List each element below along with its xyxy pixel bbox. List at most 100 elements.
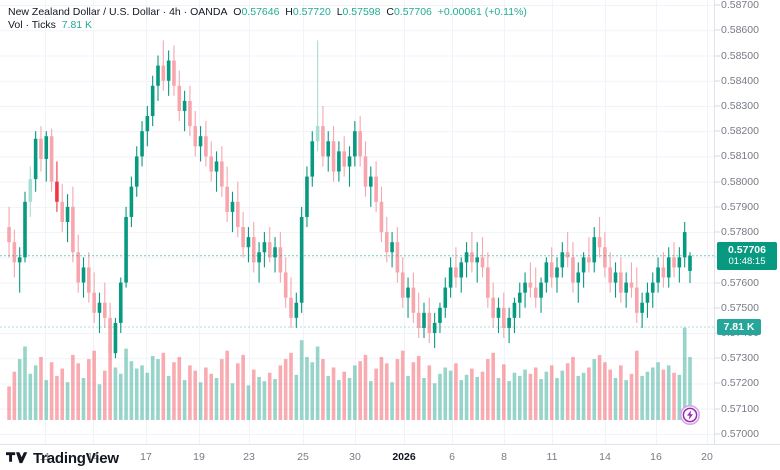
candlestick xyxy=(97,292,102,333)
price-axis-tick: 0.58500 xyxy=(721,49,759,62)
candlestick xyxy=(502,292,506,339)
price-axis-tick: 0.58000 xyxy=(721,175,759,188)
chart-pane[interactable] xyxy=(0,0,714,444)
candlestick xyxy=(257,242,261,283)
candlestick xyxy=(624,272,628,308)
candlestick xyxy=(443,277,448,318)
price-axis-tick: 0.58700 xyxy=(721,0,759,12)
candlestick xyxy=(390,232,394,268)
candlestick xyxy=(321,105,325,167)
candlestick xyxy=(358,116,362,167)
candlestick xyxy=(432,312,437,349)
candlestick xyxy=(92,272,96,323)
candlestick xyxy=(475,242,479,283)
candlestick xyxy=(576,262,581,303)
time-axis-tick: 14 xyxy=(87,451,99,463)
candlestick xyxy=(438,302,442,333)
candlestick xyxy=(337,141,341,182)
price-axis-tick: 0.57900 xyxy=(721,200,759,213)
time-axis-tick: 14 xyxy=(599,451,611,463)
candlestick xyxy=(587,237,591,273)
candlestick xyxy=(44,131,49,182)
time-axis-tick: 11 xyxy=(39,451,51,463)
candlestick xyxy=(347,146,352,187)
candlestick xyxy=(267,227,272,263)
time-axis-tick: 30 xyxy=(349,451,361,463)
candlestick xyxy=(108,302,112,364)
candlestick xyxy=(7,206,11,258)
candlestick xyxy=(677,247,682,283)
candlestick xyxy=(140,121,144,167)
candlestick xyxy=(512,297,517,333)
candlestick xyxy=(533,267,538,308)
candlestick xyxy=(241,211,245,258)
candlestick xyxy=(491,282,495,328)
candlestick-series[interactable] xyxy=(0,0,714,444)
candlestick xyxy=(28,166,33,217)
candlestick xyxy=(87,252,91,303)
candlestick xyxy=(326,131,331,172)
candlestick xyxy=(39,126,43,172)
time-axis[interactable]: 11 14 17 19 23 25 30 2026 6 8 11 14 16 20 xyxy=(0,444,780,470)
current-price-badge[interactable]: 0.57706 01:48:15 xyxy=(717,241,777,270)
candlestick xyxy=(661,252,666,288)
candlestick xyxy=(486,252,490,308)
price-axis[interactable]: 0.57706 01:48:15 7.81 K 0.58700 0.58600 0.… xyxy=(714,0,780,444)
candlestick xyxy=(166,50,171,96)
price-axis-tick: 0.58600 xyxy=(721,24,759,37)
candlestick xyxy=(603,232,607,278)
bar-countdown: 01:48:15 xyxy=(728,255,766,267)
time-axis-tick: 16 xyxy=(650,451,662,463)
candlestick xyxy=(448,257,453,298)
lightning-bolt-icon[interactable] xyxy=(679,404,701,426)
candlestick xyxy=(544,257,549,293)
candlestick xyxy=(592,227,597,273)
candlestick xyxy=(188,85,192,137)
candlestick xyxy=(278,232,283,283)
price-axis-tick: 0.58100 xyxy=(721,150,759,163)
price-axis-tick-mark xyxy=(715,181,720,183)
candlestick xyxy=(145,105,150,147)
candlestick xyxy=(103,282,107,328)
candlestick xyxy=(384,216,389,263)
candlestick xyxy=(571,242,575,293)
candlestick xyxy=(182,90,187,132)
price-axis-tick-mark xyxy=(715,408,720,410)
price-axis-tick-mark xyxy=(715,29,720,31)
price-axis-tick-mark xyxy=(715,80,720,82)
price-axis-tick-mark xyxy=(715,4,720,6)
candlestick xyxy=(172,45,176,96)
candlestick xyxy=(198,126,203,162)
candlestick xyxy=(81,257,86,298)
candlestick xyxy=(33,131,38,192)
time-axis-tick: 2026 xyxy=(392,451,416,463)
price-axis-tick: 0.57500 xyxy=(721,301,759,314)
candlestick xyxy=(560,242,565,278)
price-axis-tick-mark xyxy=(715,206,720,208)
candlestick xyxy=(55,161,59,212)
candlestick xyxy=(17,247,22,293)
candlestick xyxy=(283,257,288,308)
candlestick xyxy=(225,166,229,222)
candlestick xyxy=(427,297,432,344)
candlestick xyxy=(363,141,368,197)
candlestick xyxy=(310,131,315,187)
candlestick xyxy=(464,242,469,278)
price-axis-tick: 0.57800 xyxy=(721,226,759,239)
time-axis-tick: 25 xyxy=(297,451,309,463)
candlestick xyxy=(331,126,336,182)
candlestick xyxy=(539,277,543,313)
candlestick xyxy=(262,232,267,268)
candlestick xyxy=(315,40,320,152)
volume-value-badge[interactable]: 7.81 K xyxy=(717,319,761,335)
price-axis-tick-mark xyxy=(715,130,720,132)
candlestick xyxy=(395,227,400,283)
price-axis-tick: 0.57200 xyxy=(721,377,759,390)
candlestick xyxy=(374,161,378,212)
candlestick xyxy=(209,141,213,182)
candlestick xyxy=(60,184,65,233)
candlestick xyxy=(523,272,527,308)
candlestick xyxy=(379,186,384,243)
price-axis-tick: 0.58300 xyxy=(721,99,759,112)
candlestick xyxy=(289,277,293,328)
